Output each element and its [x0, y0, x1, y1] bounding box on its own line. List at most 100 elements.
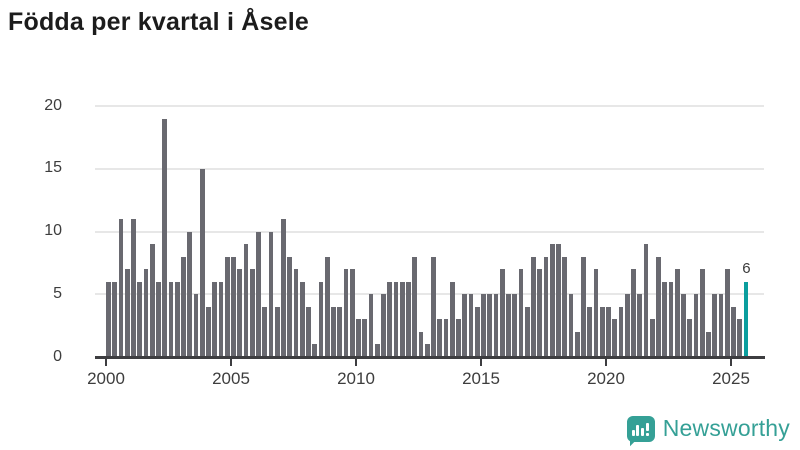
newsworthy-branding: Newsworthy [626, 415, 790, 447]
bar [587, 306, 592, 357]
bar [618, 306, 624, 357]
bar [599, 306, 605, 357]
bar [674, 269, 680, 357]
bar [224, 256, 230, 357]
bar [218, 281, 224, 357]
x-tick-label: 2000 [87, 369, 125, 388]
bar [324, 256, 330, 357]
bar [118, 218, 124, 357]
bar [656, 256, 661, 357]
bar [381, 294, 386, 357]
bar [412, 256, 417, 357]
bar [193, 294, 199, 357]
bar [149, 244, 155, 357]
bar [143, 269, 149, 357]
x-tick-mark [230, 359, 232, 366]
bar [637, 294, 642, 357]
bar [212, 281, 217, 357]
bar [124, 269, 130, 357]
bar [368, 294, 374, 357]
bar [356, 319, 361, 357]
bar [387, 281, 392, 357]
bar [274, 306, 280, 357]
bar [312, 344, 317, 357]
y-tick-label: 10 [44, 222, 62, 239]
bar [468, 294, 474, 357]
bar [206, 306, 211, 357]
bar [137, 281, 142, 357]
bar [362, 319, 367, 357]
bar [174, 281, 180, 357]
bar [162, 118, 167, 357]
bar [199, 168, 205, 357]
bar [643, 244, 649, 357]
bar [456, 319, 461, 357]
bar [562, 256, 567, 357]
gridline-y10 [95, 230, 764, 233]
bar [249, 269, 255, 357]
bar [306, 306, 311, 357]
bar [487, 294, 492, 357]
bar [731, 306, 736, 357]
bar [699, 269, 705, 357]
x-tick-mark [605, 359, 607, 366]
bar [493, 294, 499, 357]
bar [287, 256, 292, 357]
bar [549, 244, 555, 357]
x-tick-label: 2005 [212, 369, 250, 388]
bar [693, 294, 699, 357]
plot-area [95, 105, 764, 357]
y-tick-label: 0 [53, 347, 62, 365]
bar [481, 294, 486, 357]
bar [374, 344, 380, 357]
y-tick-label: 15 [44, 159, 62, 177]
bar [343, 269, 349, 357]
x-tick-mark [480, 359, 482, 366]
bar [524, 306, 530, 357]
newsworthy-logo-icon [626, 415, 655, 447]
bar [606, 306, 611, 357]
bar [737, 319, 742, 357]
bar [262, 306, 267, 357]
chart-title: Födda per kvartal i Åsele [8, 8, 309, 36]
bar [718, 294, 724, 357]
bar-highlighted [743, 281, 749, 357]
bar [593, 269, 599, 357]
x-tick-mark [730, 359, 732, 366]
brand-name: Newsworthy [662, 415, 790, 441]
x-tick-label: 2020 [587, 369, 625, 388]
x-tick-mark [355, 359, 357, 366]
bar [424, 344, 430, 357]
bar [168, 281, 174, 357]
bar [337, 306, 342, 357]
bar [518, 269, 524, 357]
bar [156, 281, 161, 357]
bar [624, 294, 630, 357]
y-tick-label: 20 [44, 96, 62, 114]
bar [443, 319, 449, 357]
x-tick-label: 2015 [462, 369, 500, 388]
bar [537, 269, 542, 357]
bar [187, 231, 192, 357]
bar [662, 281, 667, 357]
bar [112, 281, 117, 357]
highlight-value-label: 6 [742, 260, 751, 278]
bar [131, 218, 136, 357]
bar [181, 256, 186, 357]
bar [231, 256, 236, 357]
bar [462, 294, 467, 357]
y-tick-label: 5 [53, 284, 62, 302]
bar [631, 269, 636, 357]
x-axis-line [95, 356, 765, 359]
bar [293, 269, 299, 357]
bar [499, 269, 505, 357]
bar [237, 269, 242, 357]
bar [568, 294, 574, 357]
bar [506, 294, 511, 357]
x-tick-label: 2010 [337, 369, 375, 388]
gridline-y5 [95, 293, 764, 296]
bar [724, 269, 730, 357]
bar [649, 319, 655, 357]
bar [449, 281, 455, 357]
